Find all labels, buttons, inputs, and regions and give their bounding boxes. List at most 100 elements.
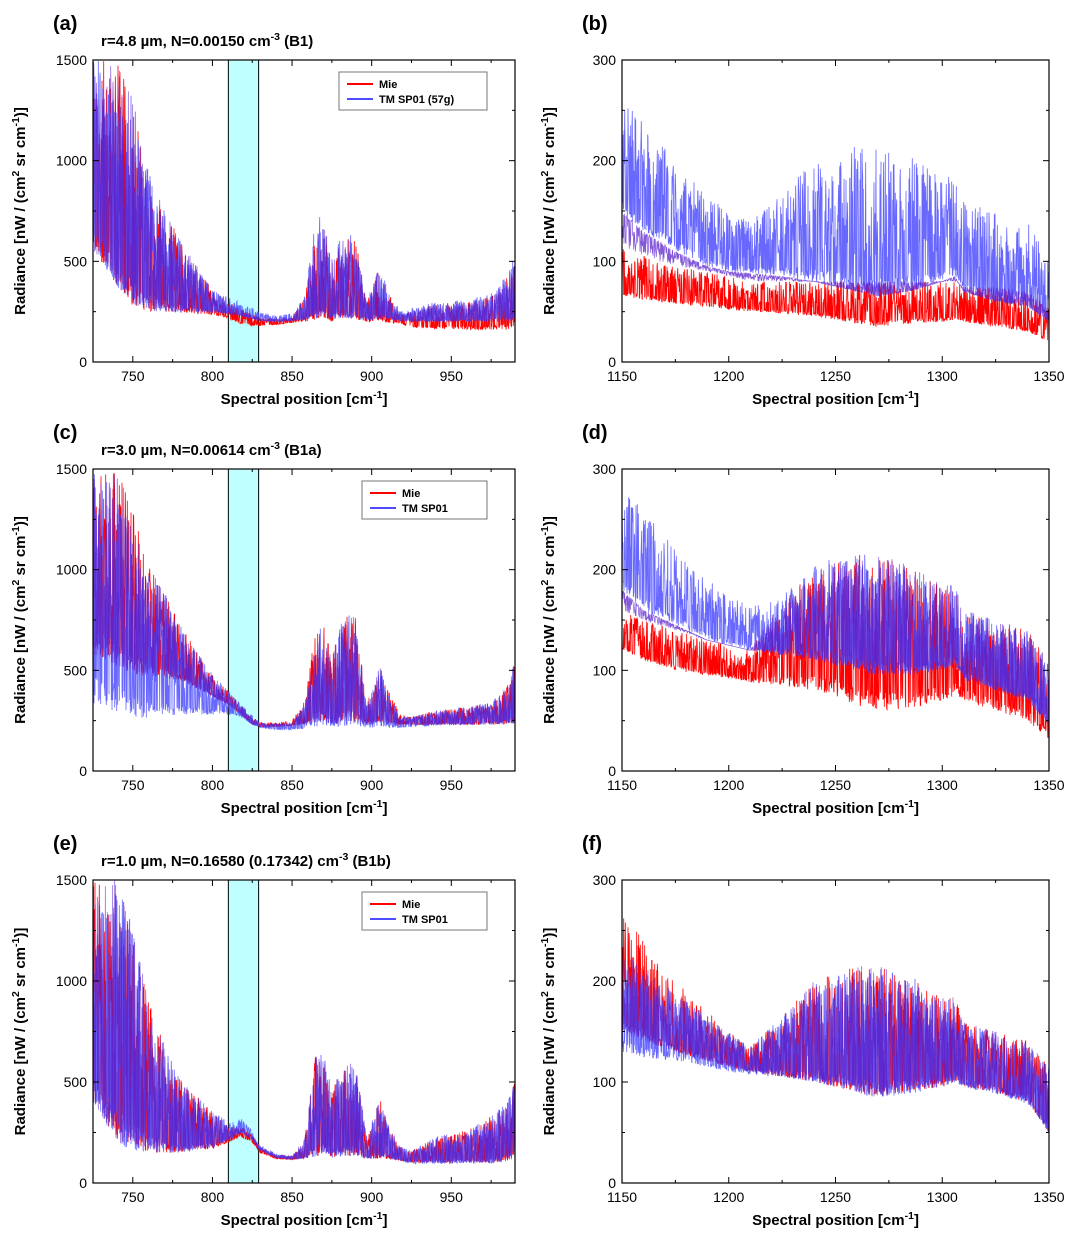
legend-entry: Mie: [379, 79, 397, 91]
panel-title: r=1.0 µm, N=0.16580 (0.17342) cm-3 (B1b): [101, 851, 391, 870]
x-axis-label: Spectral position [cm-1]: [752, 389, 919, 408]
series-tm-line: [93, 894, 515, 1165]
x-tick-label: 950: [440, 1189, 464, 1205]
series-tm-line: [93, 474, 515, 731]
x-axis-label: Spectral position [cm-1]: [752, 1210, 919, 1229]
x-tick-label: 850: [280, 1189, 304, 1205]
panel-label: (d): [582, 422, 608, 444]
x-tick-label: 1150: [607, 1189, 637, 1205]
x-tick-label: 950: [440, 777, 464, 793]
x-tick-label: 950: [440, 368, 464, 384]
y-tick-label: 0: [79, 763, 87, 779]
y-axis-label: Radiance [nW / (cm2 sr cm-1)]: [539, 516, 558, 724]
panel-label: (c): [53, 422, 77, 444]
legend-box: [361, 480, 488, 520]
y-tick-label: 0: [608, 354, 616, 370]
series-overlap-line: [93, 880, 515, 1164]
legend-entry: Mie: [402, 488, 420, 500]
panel-title: r=3.0 µm, N=0.00614 cm-3 (B1a): [101, 440, 322, 459]
panel-d: 1150 1200 1250 1300 1350 0 100 200 300 Spectral p…: [539, 422, 1065, 817]
x-tick-label: 1250: [820, 368, 851, 384]
legend-box: [338, 71, 488, 111]
y-tick-label: 200: [593, 562, 617, 578]
x-tick-label: 1300: [927, 1189, 958, 1205]
x-tick-label: 900: [360, 777, 384, 793]
x-tick-label: 1350: [1033, 1189, 1064, 1205]
y-tick-label: 200: [593, 973, 617, 989]
x-tick-label: 850: [280, 368, 304, 384]
x-tick-label: 1250: [820, 1189, 851, 1205]
x-tick-label: 800: [201, 368, 225, 384]
x-tick-label: 750: [121, 368, 145, 384]
y-tick-label: 500: [64, 1074, 88, 1090]
y-tick-label: 0: [79, 1175, 87, 1191]
y-tick-label: 500: [64, 662, 88, 678]
y-tick-label: 1000: [56, 153, 87, 169]
x-axis-label: Spectral position [cm-1]: [752, 798, 919, 817]
x-tick-label: 750: [121, 1189, 145, 1205]
legend-entry: TM SP01: [402, 914, 448, 926]
x-tick-label: 1200: [713, 368, 744, 384]
legend-entry: Mie: [402, 899, 420, 911]
y-tick-label: 0: [608, 1175, 616, 1191]
y-tick-label: 100: [593, 253, 617, 269]
y-tick-label: 500: [64, 253, 88, 269]
x-tick-label: 900: [360, 368, 384, 384]
y-tick-label: 300: [593, 461, 617, 477]
y-axis-label: Radiance [nW / (cm2 sr cm-1)]: [539, 928, 558, 1136]
x-tick-label: 1250: [820, 777, 851, 793]
x-tick-label: 750: [121, 777, 145, 793]
panel-c: 750 800 850 900 950 0 500 1000 1500 Spectral posi…: [10, 422, 516, 817]
y-tick-label: 1500: [56, 872, 87, 888]
highlight-band: [227, 468, 260, 772]
panel-label: (e): [53, 833, 77, 855]
x-tick-label: 1350: [1033, 368, 1064, 384]
y-tick-label: 0: [608, 763, 616, 779]
x-tick-label: 800: [201, 777, 225, 793]
y-tick-label: 200: [593, 153, 617, 169]
x-tick-label: 1200: [713, 777, 744, 793]
y-tick-label: 300: [593, 872, 617, 888]
series-overlap-line: [622, 957, 1049, 1131]
x-axis-label: Spectral position [cm-1]: [221, 798, 388, 817]
legend-entry: TM SP01 (57g): [379, 94, 455, 106]
panel-label: (f): [582, 833, 602, 855]
panel-b: 1150 1200 1250 1300 1350 0 100 200 300 Spectral p…: [539, 13, 1065, 408]
series-overlap-line: [622, 556, 1049, 723]
x-tick-label: 1300: [927, 368, 958, 384]
y-axis-label: Radiance [nW / (cm2 sr cm-1)]: [10, 107, 29, 315]
x-tick-label: 850: [280, 777, 304, 793]
y-tick-label: 100: [593, 662, 617, 678]
panel-e: 750 800 850 900 950 0 500 1000 1500 Spectral posi…: [10, 833, 516, 1229]
x-tick-label: 1200: [713, 1189, 744, 1205]
panel-a: 750 800 850 900 950 0 500 1000 1500 Spectral posi…: [10, 13, 516, 408]
y-axis-label: Radiance [nW / (cm2 sr cm-1)]: [10, 516, 29, 724]
y-tick-label: 0: [79, 354, 87, 370]
panel-title: r=4.8 µm, N=0.00150 cm-3 (B1): [101, 31, 313, 50]
series-overlap-line: [93, 61, 515, 324]
x-tick-label: 1350: [1033, 777, 1064, 793]
y-axis-label: Radiance [nW / (cm2 sr cm-1)]: [10, 928, 29, 1136]
y-tick-label: 100: [593, 1074, 617, 1090]
x-tick-label: 800: [201, 1189, 225, 1205]
panel-f: 1150 1200 1250 1300 1350 0 100 200 300 Spectral p…: [539, 833, 1065, 1229]
x-axis-label: Spectral position [cm-1]: [221, 1210, 388, 1229]
x-tick-label: 1150: [607, 777, 637, 793]
legend-box: [361, 891, 488, 931]
x-tick-label: 900: [360, 1189, 384, 1205]
series-overlap-line: [622, 213, 1049, 321]
y-tick-label: 1500: [56, 52, 87, 68]
legend-entry: TM SP01: [402, 503, 448, 515]
y-axis-label: Radiance [nW / (cm2 sr cm-1)]: [539, 107, 558, 315]
y-tick-label: 300: [593, 52, 617, 68]
x-tick-label: 1150: [607, 368, 637, 384]
x-axis-label: Spectral position [cm-1]: [221, 389, 388, 408]
series-overlap-line: [93, 473, 515, 728]
y-tick-label: 1000: [56, 562, 87, 578]
series-tm-line: [622, 108, 1049, 321]
panel-label: (b): [582, 13, 608, 35]
panel-label: (a): [53, 13, 77, 35]
x-tick-label: 1300: [927, 777, 958, 793]
y-tick-label: 1500: [56, 461, 87, 477]
